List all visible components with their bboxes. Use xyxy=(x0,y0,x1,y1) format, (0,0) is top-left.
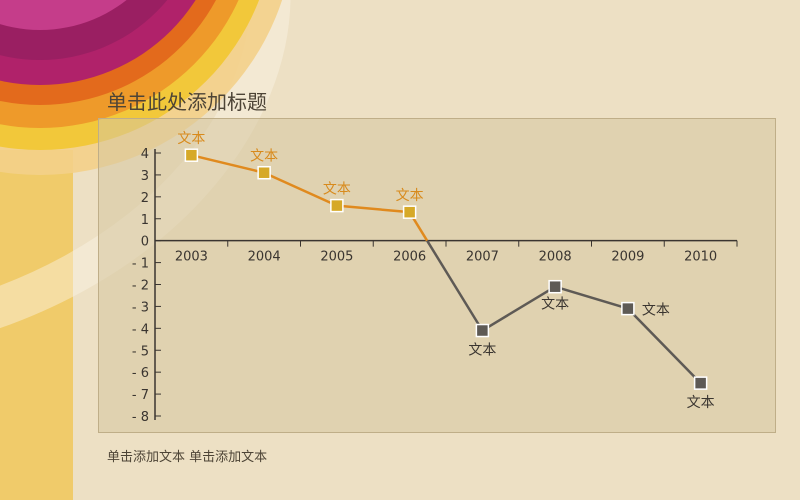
series-line-segment xyxy=(426,240,484,332)
x-tick-label: 2003 xyxy=(175,250,208,265)
y-tick-label: 4 xyxy=(141,147,149,162)
data-label: 文本 xyxy=(687,395,715,411)
data-point-marker xyxy=(693,376,708,390)
x-tick-label: 2010 xyxy=(684,250,717,265)
data-point-marker xyxy=(402,205,417,219)
data-label: 文本 xyxy=(177,131,205,147)
y-tick-label: - 4 xyxy=(132,322,149,337)
x-tick-label: 2006 xyxy=(393,250,426,265)
data-label: 文本 xyxy=(250,149,278,165)
y-tick-label: - 6 xyxy=(132,366,149,381)
data-label: 文本 xyxy=(396,188,424,204)
y-tick-label: - 8 xyxy=(132,410,149,425)
data-point-marker xyxy=(548,279,562,294)
x-tick-label: 2004 xyxy=(248,250,281,265)
data-label: 文本 xyxy=(642,303,670,319)
y-tick-label: 0 xyxy=(141,235,149,250)
y-tick-label: - 2 xyxy=(132,279,149,294)
x-tick-label: 2009 xyxy=(611,250,644,265)
series-line-segment xyxy=(191,153,265,174)
series-line-segment xyxy=(554,285,629,310)
data-point-marker xyxy=(184,148,199,162)
y-tick-label: - 1 xyxy=(132,257,149,272)
x-tick-label: 2007 xyxy=(466,250,499,265)
y-tick-label: - 7 xyxy=(132,388,149,403)
y-tick-label: 3 xyxy=(141,169,149,184)
series-line-segment xyxy=(481,285,556,332)
plot-area-frame xyxy=(98,118,776,433)
y-tick-label: - 3 xyxy=(132,300,149,315)
series-line-segment xyxy=(336,204,410,214)
x-tick-label: 2005 xyxy=(320,250,353,265)
y-tick-label: - 5 xyxy=(132,344,149,359)
series-line-segment xyxy=(263,171,338,207)
data-label: 文本 xyxy=(323,182,351,198)
data-label: 文本 xyxy=(468,343,496,359)
y-tick-label: 2 xyxy=(141,191,149,206)
data-point-marker xyxy=(475,323,490,338)
data-point-marker xyxy=(621,301,635,316)
y-tick-label: 1 xyxy=(141,213,149,228)
x-tick-label: 2008 xyxy=(539,250,572,265)
slide-caption[interactable]: 单击添加文本 单击添加文本 xyxy=(107,450,268,465)
slide-title[interactable]: 单击此处添加标题 xyxy=(107,90,267,114)
data-point-marker xyxy=(257,165,271,180)
data-point-marker xyxy=(330,198,344,213)
series-line-segment xyxy=(626,307,702,384)
data-label: 文本 xyxy=(541,297,569,313)
